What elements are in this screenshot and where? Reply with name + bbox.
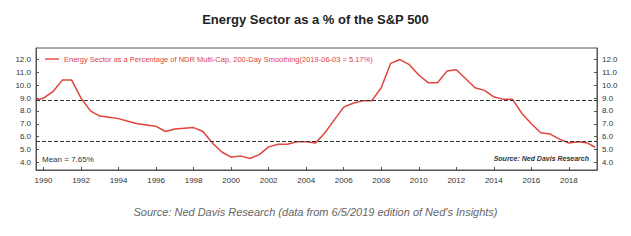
svg-text:7.0: 7.0 bbox=[602, 119, 614, 128]
svg-text:2010: 2010 bbox=[410, 176, 428, 185]
svg-text:2002: 2002 bbox=[260, 176, 278, 185]
svg-text:12.0: 12.0 bbox=[15, 55, 31, 64]
svg-text:8.0: 8.0 bbox=[20, 106, 32, 115]
svg-text:2016: 2016 bbox=[522, 176, 540, 185]
svg-text:11.0: 11.0 bbox=[16, 68, 32, 77]
svg-text:10.0: 10.0 bbox=[15, 81, 31, 90]
svg-text:1992: 1992 bbox=[72, 176, 90, 185]
svg-text:10.0: 10.0 bbox=[602, 81, 618, 90]
svg-text:5.0: 5.0 bbox=[602, 145, 614, 154]
svg-text:2000: 2000 bbox=[222, 176, 240, 185]
svg-text:2006: 2006 bbox=[335, 176, 353, 185]
svg-text:6.0: 6.0 bbox=[602, 132, 614, 141]
svg-text:11.0: 11.0 bbox=[602, 68, 618, 77]
svg-text:9.0: 9.0 bbox=[20, 94, 32, 103]
svg-text:1998: 1998 bbox=[185, 176, 203, 185]
svg-text:Mean = 7.65%: Mean = 7.65% bbox=[42, 155, 94, 164]
svg-text:2004: 2004 bbox=[297, 176, 315, 185]
svg-text:1996: 1996 bbox=[147, 176, 165, 185]
svg-text:2018: 2018 bbox=[560, 176, 578, 185]
svg-text:8.0: 8.0 bbox=[602, 106, 614, 115]
svg-text:9.0: 9.0 bbox=[602, 94, 614, 103]
svg-text:2012: 2012 bbox=[447, 176, 465, 185]
svg-text:12.0: 12.0 bbox=[602, 55, 618, 64]
svg-text:2014: 2014 bbox=[485, 176, 503, 185]
svg-text:4.0: 4.0 bbox=[602, 158, 614, 167]
svg-text:1990: 1990 bbox=[35, 176, 53, 185]
svg-text:4.0: 4.0 bbox=[20, 158, 32, 167]
svg-text:Energy Sector as a % of the S&: Energy Sector as a % of the S&P 500 bbox=[202, 12, 429, 27]
svg-text:1994: 1994 bbox=[110, 176, 128, 185]
svg-text:7.0: 7.0 bbox=[20, 119, 32, 128]
svg-text:Source: Ned Davis Research: Source: Ned Davis Research bbox=[494, 155, 589, 162]
svg-text:Energy Sector as a Percentage: Energy Sector as a Percentage of NDR Mul… bbox=[64, 55, 373, 64]
svg-text:2008: 2008 bbox=[372, 176, 390, 185]
svg-text:5.0: 5.0 bbox=[20, 145, 32, 154]
svg-text:Source: Ned Davis Research (da: Source: Ned Davis Research (data from 6/… bbox=[133, 206, 497, 218]
svg-text:6.0: 6.0 bbox=[20, 132, 32, 141]
